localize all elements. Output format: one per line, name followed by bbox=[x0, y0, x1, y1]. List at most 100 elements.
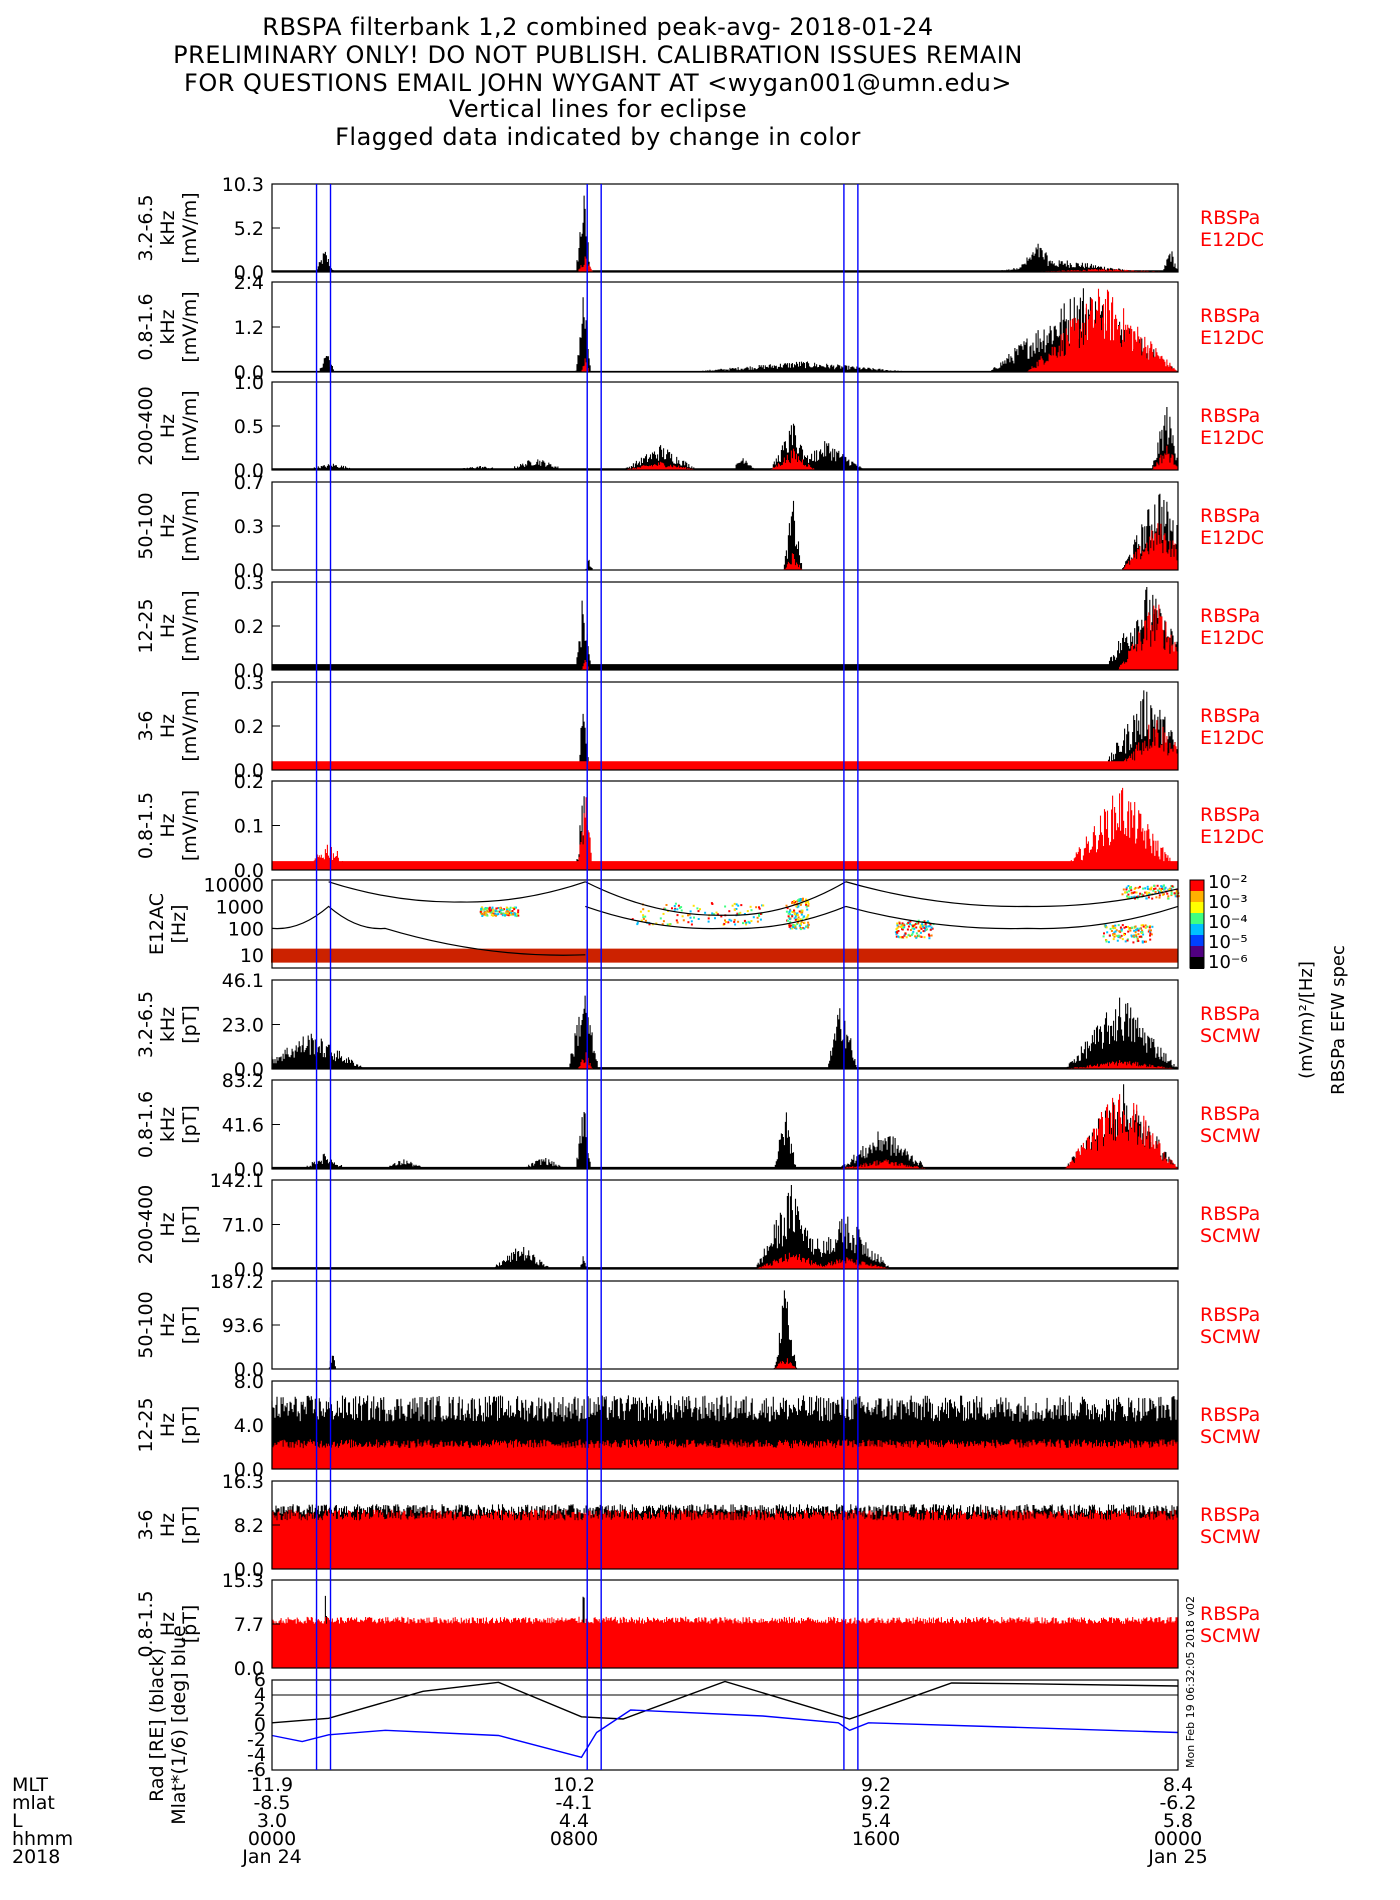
spectrum-point bbox=[807, 902, 810, 905]
spectrum-point bbox=[917, 921, 920, 924]
spectrum-point bbox=[506, 912, 509, 915]
spectrum-point bbox=[1138, 895, 1141, 898]
spectrum-point bbox=[725, 921, 727, 923]
spectrum-point bbox=[926, 928, 929, 931]
spectrum-point bbox=[733, 908, 736, 911]
panel-frame bbox=[271, 780, 1179, 871]
spectrum-point bbox=[798, 910, 801, 913]
ylabel-line: 12-25 bbox=[135, 1397, 157, 1452]
spectrum-point bbox=[749, 905, 752, 908]
ytick-label: 83.2 bbox=[222, 1070, 264, 1092]
ytick-label: 0.0 bbox=[234, 1359, 264, 1381]
spectrum-point bbox=[1163, 888, 1166, 891]
ylabel-line: [pT] bbox=[179, 1105, 201, 1144]
ylabel-line: 3.2-6.5 bbox=[135, 194, 157, 261]
spectrum-point bbox=[1171, 885, 1174, 888]
ylabel-line: 3-6 bbox=[135, 1509, 157, 1540]
spectrum-point bbox=[807, 904, 810, 907]
spectrum-point bbox=[1119, 926, 1122, 929]
spectrum-point bbox=[491, 912, 494, 915]
spectrum-point bbox=[1127, 885, 1130, 887]
ytick-label: 4.0 bbox=[234, 1415, 264, 1437]
spectrum-point bbox=[789, 927, 792, 930]
ylabel-line: 3.2-6.5 bbox=[135, 991, 157, 1058]
spectrum-point bbox=[896, 927, 899, 930]
spectrum-point bbox=[805, 925, 808, 928]
spectrum-point bbox=[788, 918, 791, 921]
spectrum-point bbox=[794, 915, 797, 918]
spectrum-point bbox=[923, 930, 926, 933]
spectrum-point bbox=[1125, 926, 1127, 928]
spectrum-point bbox=[1116, 939, 1119, 942]
spectrum-point bbox=[1154, 887, 1157, 890]
colorbar-side-label: RBSPa EFW spec bbox=[1328, 945, 1349, 1095]
spectrum-point bbox=[895, 933, 898, 936]
side-label: RBSPa bbox=[1200, 1404, 1260, 1426]
spectrum-point bbox=[756, 916, 759, 919]
ylabel-line: 0.8-1.6 bbox=[135, 1091, 157, 1158]
spectrum-point bbox=[647, 910, 650, 913]
ylabel-line: Hz bbox=[157, 1513, 179, 1537]
spectrum-point bbox=[659, 917, 662, 920]
spectrum-point bbox=[743, 913, 746, 915]
spectrum-point bbox=[792, 926, 795, 928]
spectrum-point bbox=[1106, 931, 1109, 934]
spectrum-point bbox=[1140, 935, 1143, 938]
spectrum-point bbox=[1133, 888, 1136, 890]
spectrum-point bbox=[1105, 926, 1108, 929]
spectrum-point bbox=[699, 908, 701, 911]
spectrum-point bbox=[1130, 889, 1133, 892]
spectrum-point bbox=[1141, 929, 1144, 932]
spectrum-point bbox=[797, 921, 799, 924]
spectrum-point bbox=[1137, 940, 1140, 942]
spectrum-point bbox=[481, 915, 484, 917]
spectrum-point bbox=[512, 907, 515, 909]
spectrum-point bbox=[676, 908, 679, 911]
ytick-label: 0 bbox=[254, 1714, 266, 1736]
spectrum-point bbox=[1113, 932, 1116, 935]
spectrum-point bbox=[704, 911, 707, 914]
spectrum-point bbox=[1136, 927, 1139, 930]
spectrum-point bbox=[915, 921, 918, 924]
spectrum-point bbox=[922, 930, 925, 933]
spectrum-point bbox=[807, 921, 810, 924]
spectrum-point bbox=[1144, 926, 1147, 929]
ytick-label: 15.3 bbox=[222, 1570, 264, 1592]
spectrum-point bbox=[907, 921, 910, 924]
ylabel-line: [mV/m] bbox=[179, 490, 201, 561]
spectrum-point bbox=[798, 898, 801, 901]
colorbar-segment bbox=[1190, 902, 1204, 914]
spectrum-point bbox=[644, 915, 647, 918]
spectrum-point bbox=[479, 912, 482, 915]
spectrum-point bbox=[799, 903, 802, 906]
spectrum-point bbox=[1147, 896, 1150, 899]
ytick-label: 187.2 bbox=[210, 1271, 264, 1293]
ylabel-line: [pT] bbox=[179, 1005, 201, 1044]
spectrum-point bbox=[496, 910, 499, 913]
frequency-curve bbox=[585, 881, 847, 916]
series-peak-b-1k bbox=[271, 1084, 1178, 1169]
spectrum-point bbox=[680, 909, 683, 912]
spectrum-point bbox=[796, 918, 798, 921]
spectrum-point bbox=[484, 911, 487, 914]
colorbar-segment bbox=[1190, 924, 1204, 936]
ylabel-line: [pT] bbox=[179, 1306, 201, 1345]
spectrum-point bbox=[506, 908, 508, 911]
spectrum-point bbox=[1132, 935, 1135, 938]
spectrum-point bbox=[1148, 888, 1151, 891]
ylabel-line: [pT] bbox=[179, 1205, 201, 1244]
ylabel-line: kHz bbox=[157, 210, 179, 245]
spectrum-point bbox=[922, 925, 924, 928]
xaxis-row-label: L bbox=[12, 1810, 23, 1832]
title-line-5: Flagged data indicated by change in colo… bbox=[335, 123, 861, 151]
spectrum-point bbox=[899, 936, 902, 939]
spectrum-point bbox=[507, 914, 510, 917]
spectrum-point bbox=[1134, 933, 1137, 936]
spectrum-point bbox=[806, 908, 809, 911]
eclipse-lines bbox=[315, 184, 859, 1770]
spectrum-point bbox=[1150, 933, 1153, 936]
spectrum-point bbox=[1135, 936, 1138, 939]
side-label: RBSPa bbox=[1200, 305, 1260, 327]
xaxis-row-label: MLT bbox=[12, 1774, 48, 1796]
